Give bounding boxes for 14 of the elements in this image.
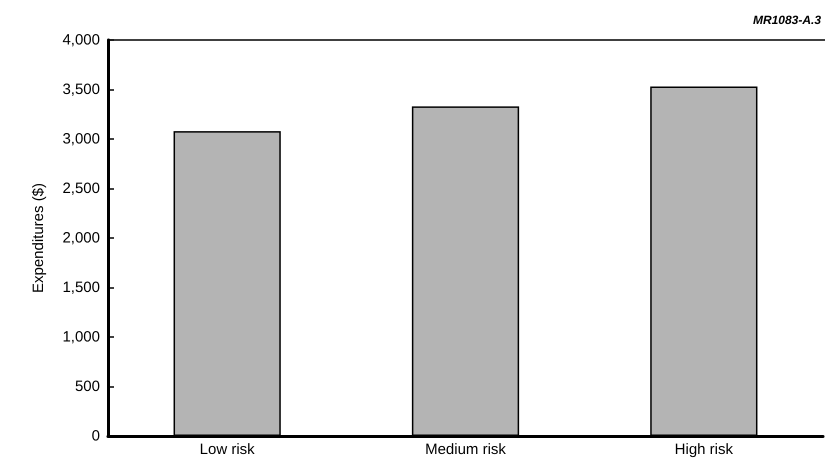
y-tick-label: 2,500	[62, 180, 100, 197]
y-tick-label: 2,000	[62, 230, 100, 246]
y-tick-label: 3,000	[62, 130, 100, 148]
y-tick-label: 1,000	[62, 328, 100, 346]
y-tick-label: 4,000	[62, 32, 100, 48]
text: MR1083-A.3	[752, 13, 822, 27]
y-tick-label: 1,500	[62, 279, 100, 296]
y-tick-label: 3,500	[62, 81, 100, 98]
y-axis-title: Expenditures ($)	[30, 182, 47, 294]
y-tick-label: 0	[92, 428, 100, 444]
x-tick-label: Medium risk	[425, 441, 506, 458]
x-tick-label: High risk	[674, 441, 734, 458]
y-tick-label: 500	[74, 378, 100, 395]
x-tick-label: Low risk	[200, 441, 256, 458]
